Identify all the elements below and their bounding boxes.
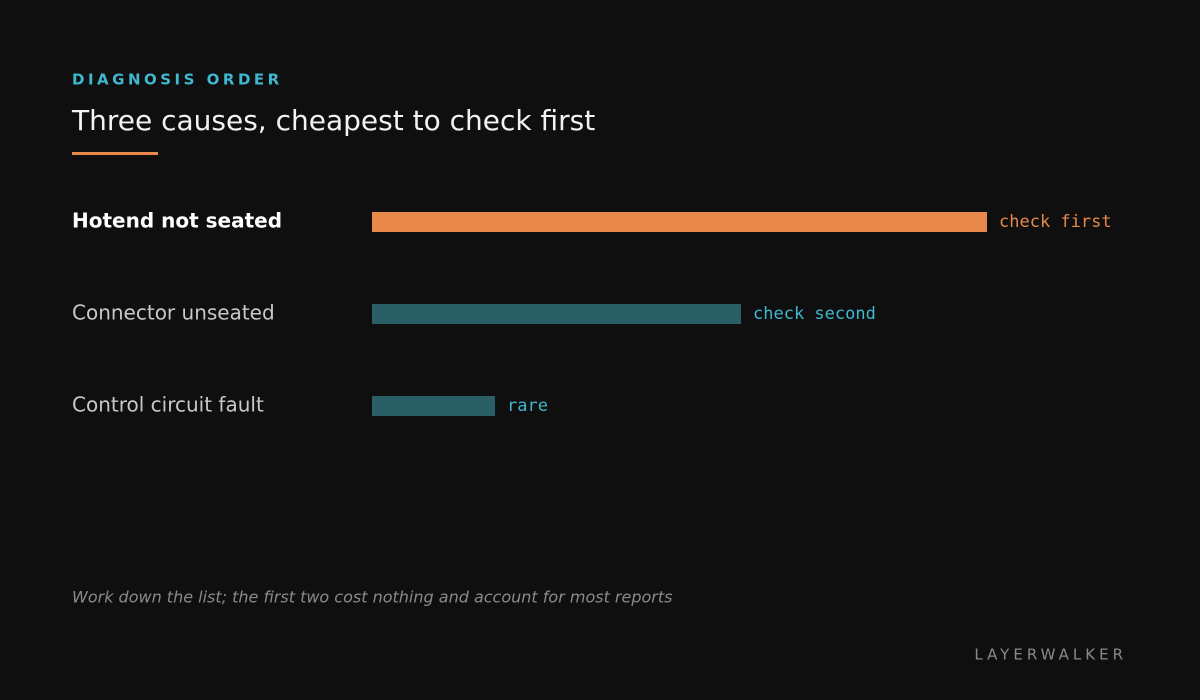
chart-title: Three causes, cheapest to check first <box>71 104 595 137</box>
title-underline <box>72 152 158 155</box>
bar-annotation: rare <box>507 396 548 416</box>
category-label: Hotend not seated <box>72 209 282 233</box>
bar-annotation: check second <box>753 304 876 324</box>
footnote: Work down the list; the first two cost n… <box>72 588 672 607</box>
bar <box>372 212 987 232</box>
kicker: DIAGNOSIS ORDER <box>72 71 283 89</box>
bar <box>372 396 495 416</box>
category-label: Control circuit fault <box>72 393 264 417</box>
bar-annotation: check first <box>999 212 1112 232</box>
category-label: Connector unseated <box>72 301 275 325</box>
bar <box>372 304 741 324</box>
brand: LAYERWALKER <box>974 646 1127 664</box>
